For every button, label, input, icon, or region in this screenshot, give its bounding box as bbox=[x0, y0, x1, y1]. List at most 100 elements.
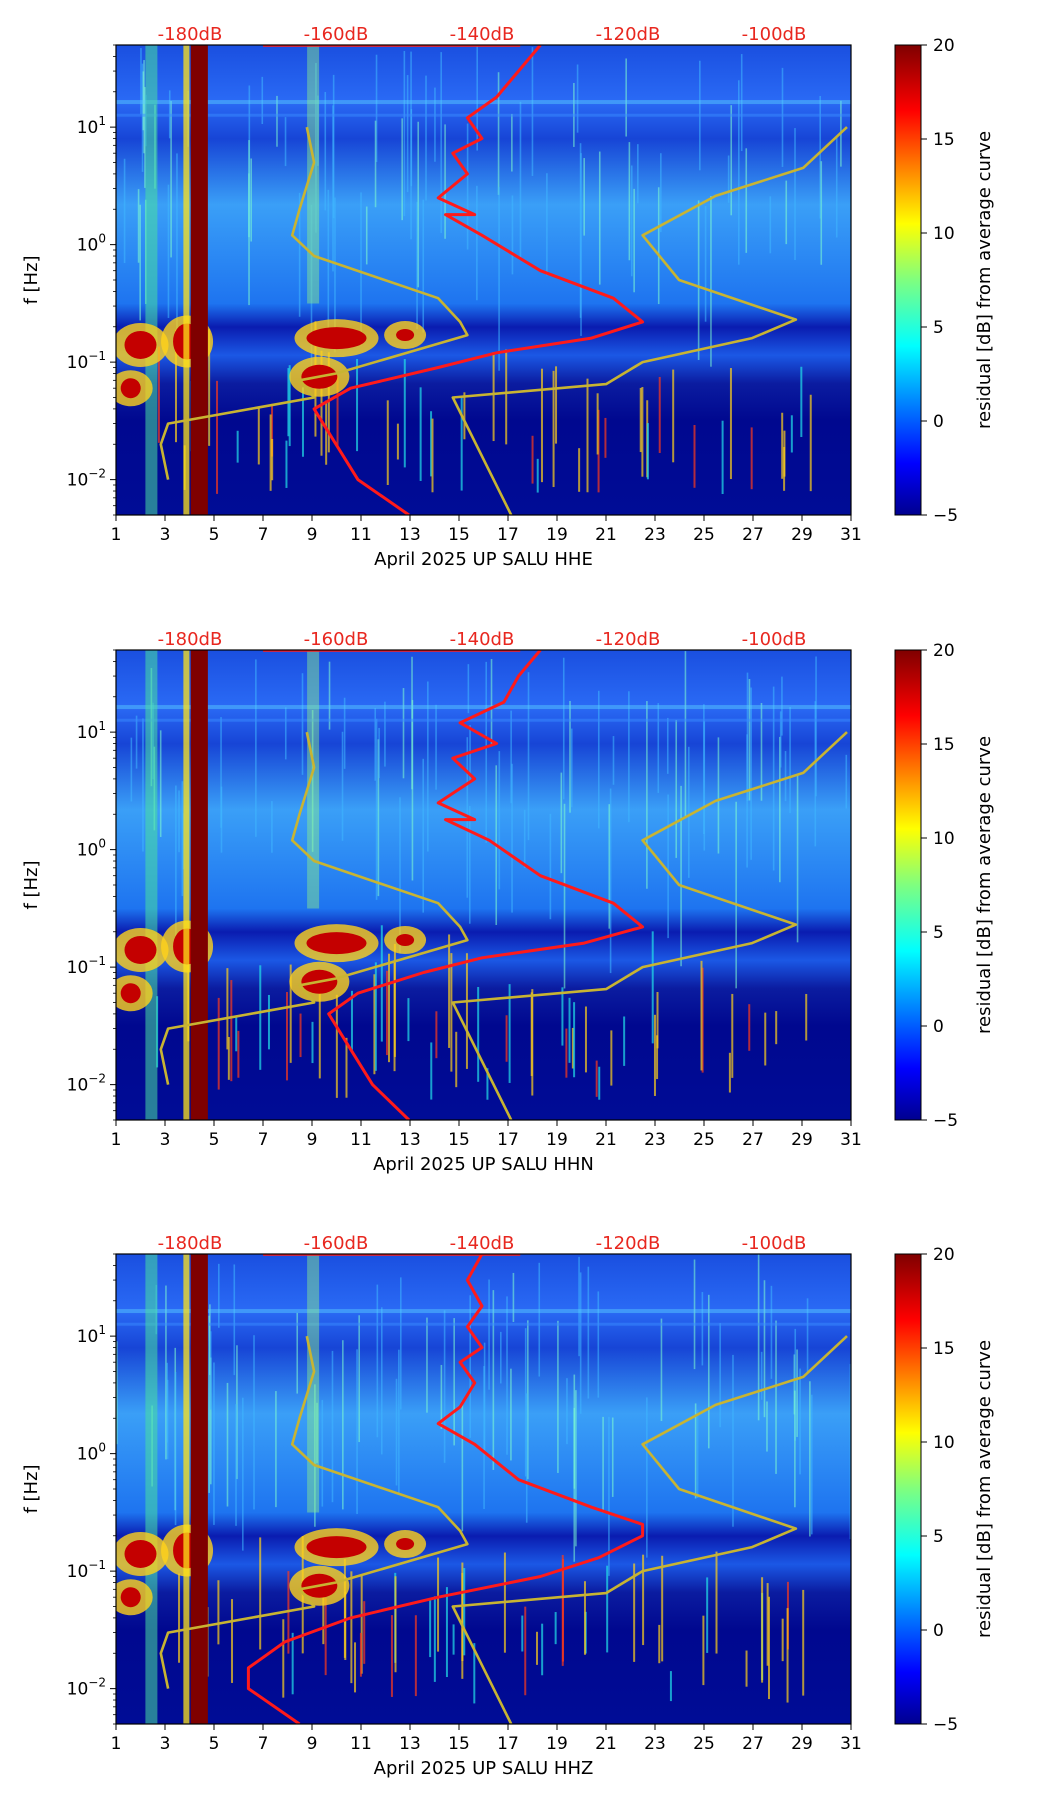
y-tick-label: 10−2 bbox=[67, 467, 106, 491]
y-tick-label: 101 bbox=[77, 114, 106, 138]
db-scale-label: -180dB bbox=[158, 24, 223, 45]
x-tick-label: 23 bbox=[644, 1734, 666, 1754]
colorbar-title: residual [dB] from average curve bbox=[974, 1340, 995, 1638]
data-gap-band bbox=[190, 45, 208, 515]
db-scale-label: -160dB bbox=[304, 1233, 369, 1254]
colorbar-title: residual [dB] from average curve bbox=[974, 131, 995, 429]
nhnm-curve bbox=[451, 1335, 848, 1724]
x-tick-label: 15 bbox=[448, 525, 470, 545]
x-tick-label: 25 bbox=[693, 525, 715, 545]
x-tick-label: 17 bbox=[497, 525, 519, 545]
colorbar-tick-label: −5 bbox=[933, 1715, 958, 1735]
x-tick-label: 21 bbox=[595, 1130, 617, 1150]
x-tick-label: 19 bbox=[546, 1734, 568, 1754]
x-tick-label: 3 bbox=[160, 525, 171, 545]
x-tick-label: 21 bbox=[595, 1734, 617, 1754]
db-scale-label: -160dB bbox=[304, 24, 369, 45]
nlnm-curve bbox=[159, 1335, 469, 1689]
y-axis-title: f [Hz] bbox=[21, 860, 42, 909]
x-axis-title: April 2025 UP SALU HHZ bbox=[374, 1758, 594, 1779]
x-tick-label: 1 bbox=[111, 1734, 122, 1754]
x-tick-label: 7 bbox=[258, 1734, 269, 1754]
nlnm-curve bbox=[159, 731, 469, 1085]
x-tick-label: 3 bbox=[160, 1130, 171, 1150]
db-scale-label: -100dB bbox=[742, 629, 807, 650]
x-tick-label: 15 bbox=[448, 1130, 470, 1150]
x-tick-label: 13 bbox=[399, 1130, 421, 1150]
db-scale-label: -140dB bbox=[450, 1233, 515, 1254]
x-tick-label: 29 bbox=[791, 525, 813, 545]
x-tick-label: 25 bbox=[693, 1734, 715, 1754]
colorbar-tick-label: 0 bbox=[933, 1621, 944, 1641]
colorbar-tick-label: 10 bbox=[933, 1433, 955, 1453]
x-tick-label: 5 bbox=[209, 525, 220, 545]
x-tick-label: 3 bbox=[160, 1734, 171, 1754]
x-tick-label: 25 bbox=[693, 1130, 715, 1150]
db-scale-label: -120dB bbox=[596, 629, 661, 650]
x-tick-label: 11 bbox=[350, 525, 372, 545]
y-tick-label: 100 bbox=[77, 232, 106, 256]
x-tick-label: 19 bbox=[546, 525, 568, 545]
x-tick-label: 27 bbox=[742, 1130, 764, 1150]
y-tick-label: 10−1 bbox=[67, 954, 106, 978]
db-scale-label: -120dB bbox=[596, 1233, 661, 1254]
colorbar-tick-label: 0 bbox=[933, 412, 944, 432]
y-tick-label: 10−1 bbox=[67, 349, 106, 373]
colorbar-tick-label: 5 bbox=[933, 1527, 944, 1547]
y-tick-label: 10−1 bbox=[67, 1558, 106, 1582]
average-curve bbox=[246, 1254, 645, 1724]
colorbar-tick-label: −5 bbox=[933, 1111, 958, 1131]
x-axis-title: April 2025 UP SALU HHN bbox=[373, 1154, 594, 1175]
spectrogram bbox=[116, 45, 851, 515]
x-tick-label: 27 bbox=[742, 525, 764, 545]
x-tick-label: 13 bbox=[399, 525, 421, 545]
colorbar-tick-label: −5 bbox=[933, 506, 958, 526]
nhnm-curve bbox=[451, 731, 848, 1120]
y-tick-label: 101 bbox=[77, 1323, 106, 1347]
nlnm-curve bbox=[159, 126, 469, 480]
colorbar: −5 0 5 10 15 20 residual [dB] from average cur… bbox=[894, 36, 995, 526]
average-curve bbox=[327, 650, 645, 1120]
x-tick-label: 23 bbox=[644, 1130, 666, 1150]
nhnm-curve bbox=[451, 126, 848, 515]
db-scale-label: -160dB bbox=[304, 629, 369, 650]
x-tick-label: 13 bbox=[399, 1734, 421, 1754]
db-scale-label: -140dB bbox=[450, 24, 515, 45]
colorbar: −5 0 5 10 15 20 residual [dB] from average cur… bbox=[894, 1245, 995, 1735]
spectrogram bbox=[116, 1254, 851, 1724]
x-axis-title: April 2025 UP SALU HHE bbox=[374, 549, 593, 570]
colorbar-tick-label: 15 bbox=[933, 735, 955, 755]
colorbar-tick-label: 20 bbox=[933, 1245, 955, 1265]
x-tick-label: 1 bbox=[111, 1130, 122, 1150]
colorbar-tick-label: 20 bbox=[933, 36, 955, 56]
db-scale-label: -120dB bbox=[596, 24, 661, 45]
colorbar-tick-label: 10 bbox=[933, 224, 955, 244]
x-tick-label: 9 bbox=[307, 525, 318, 545]
y-tick-label: 10−2 bbox=[67, 1072, 106, 1096]
x-tick-label: 31 bbox=[840, 1734, 862, 1754]
colorbar-tick-label: 15 bbox=[933, 130, 955, 150]
db-scale-label: -140dB bbox=[450, 629, 515, 650]
x-tick-label: 11 bbox=[350, 1734, 372, 1754]
x-tick-label: 7 bbox=[258, 1130, 269, 1150]
x-tick-label: 29 bbox=[791, 1734, 813, 1754]
spectrogram bbox=[116, 650, 851, 1120]
y-axis-title: f [Hz] bbox=[21, 1464, 42, 1513]
data-gap-band bbox=[190, 650, 208, 1120]
x-tick-label: 31 bbox=[840, 525, 862, 545]
x-tick-label: 11 bbox=[350, 1130, 372, 1150]
x-tick-label: 5 bbox=[209, 1734, 220, 1754]
x-tick-label: 17 bbox=[497, 1130, 519, 1150]
colorbar-tick-label: 0 bbox=[933, 1017, 944, 1037]
colorbar: −5 0 5 10 15 20 residual [dB] from average cur… bbox=[894, 641, 995, 1131]
x-tick-label: 19 bbox=[546, 1130, 568, 1150]
colorbar-title: residual [dB] from average curve bbox=[974, 736, 995, 1034]
x-tick-label: 9 bbox=[307, 1734, 318, 1754]
x-tick-label: 7 bbox=[258, 525, 269, 545]
x-tick-label: 21 bbox=[595, 525, 617, 545]
average-curve bbox=[312, 45, 645, 515]
db-scale-label: -100dB bbox=[742, 24, 807, 45]
